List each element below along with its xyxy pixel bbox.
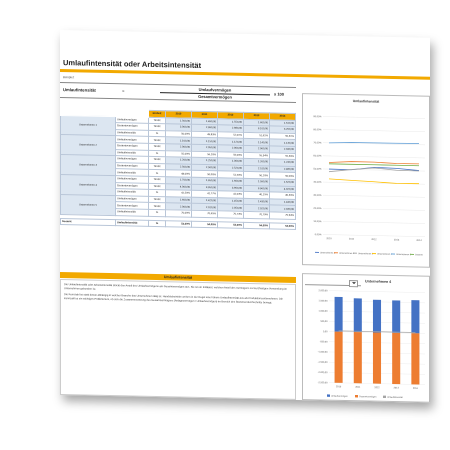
y-tick-label: 2.000,00 <box>319 290 329 292</box>
y-tick-label: 50,00% <box>313 168 322 171</box>
bar-umlaufvermoegen <box>392 300 401 334</box>
x-tick-label: 2014 <box>413 388 419 390</box>
company-name-cell: Unternehmen 3 <box>60 154 116 176</box>
bar-chart: -2.500,00 -2.000,00 -1.500,00 -1.000,00 -500… <box>318 290 425 399</box>
series-line <box>328 166 420 171</box>
legend-swatch <box>383 395 386 399</box>
formula-box: Umlaufintensität = Umlaufvermögen Gesamt… <box>60 82 296 103</box>
series-line <box>328 178 420 185</box>
y-tick-label: 1.500,00 <box>319 300 329 302</box>
gridline <box>323 194 425 198</box>
value-cell: 54,00% <box>165 220 192 228</box>
y-tick-label: 70,00% <box>313 141 322 144</box>
bar-umlaufvermoegen <box>353 298 362 333</box>
value-cell: 54,00% <box>191 220 218 228</box>
x-tick-label: 2013 <box>394 387 400 389</box>
y-tick-label: 500,00 <box>320 321 328 323</box>
company-name-cell: Unternehmen 4 <box>60 174 116 196</box>
y-tick-label: 1.000,00 <box>319 311 329 313</box>
y-tick-label: -2.500,00 <box>318 382 328 384</box>
series-line <box>329 163 419 167</box>
series-line <box>328 142 420 144</box>
x-tick-label: 2010 <box>336 386 342 388</box>
gridline <box>323 221 425 224</box>
gridline <box>329 290 425 293</box>
legend-label: Unternehmen 2 <box>339 252 355 255</box>
bar-chart-panel[interactable]: Unternehmen 4 -2.500,00 -2.000,00 -1.500,0… <box>302 273 430 403</box>
y-tick-label: 10,00% <box>313 220 322 223</box>
legend-label: Unternehmen 5 <box>396 253 412 256</box>
example-label: Beispiel: <box>63 75 75 80</box>
bar-gesamtvermoegen <box>411 333 420 385</box>
company-name-cell: Unternehmen 5 <box>60 194 116 216</box>
gridline <box>323 142 425 146</box>
y-tick-label: 20,00% <box>313 207 322 210</box>
x-tick-label: 2014 <box>416 239 422 242</box>
value-cell: 54,00% <box>269 222 296 230</box>
formula-equals: = <box>122 88 125 94</box>
section-text: Die Umlaufintensität oder Arbeitsintensi… <box>60 279 296 400</box>
bar-gesamtvermoegen <box>392 332 401 385</box>
formula-label: Umlaufintensität <box>63 87 96 93</box>
gridline <box>323 116 425 119</box>
value-cell: 54,00% <box>217 221 244 229</box>
bar-gesamtvermoegen <box>334 331 343 383</box>
y-tick-label: 30,00% <box>313 194 322 197</box>
y-tick-label: 90,00% <box>313 115 322 118</box>
legend-label: Unternehmen 3 <box>358 252 374 255</box>
x-tick-label: 2012 <box>371 238 377 241</box>
y-tick-label: 0,00 <box>323 331 328 333</box>
legend-label: Umlaufintensität <box>387 396 403 399</box>
y-tick-label: -1.500,00 <box>318 362 328 364</box>
series-line-intensitaet <box>338 330 416 333</box>
kpi-cell: Umlaufintensität <box>115 219 149 227</box>
page-title: Umlaufintensität oder Arbeitsintensität <box>63 58 202 70</box>
legend-swatch <box>327 394 330 397</box>
y-tick-label: 40,00% <box>313 181 322 184</box>
section-paragraph: Die Kennzahl ist stark davon abhängig in… <box>64 293 283 305</box>
line-chart: 0,00% 10,00% 20,00% 30,00% 40,00% 50,00% 60,00… <box>313 115 425 257</box>
unit-cell: % <box>148 219 166 227</box>
gridline <box>323 155 425 159</box>
gridline <box>323 129 425 132</box>
y-tick-label: 0,00% <box>315 233 323 236</box>
y-tick-label: -1.000,00 <box>318 352 328 354</box>
legend-label: Unternehmen 1 <box>320 251 336 254</box>
bar-umlaufvermoegen <box>334 296 343 332</box>
company-name-cell: Unternehmen 1 <box>60 115 116 137</box>
x-tick-label: 2010 <box>326 237 332 240</box>
formula-multiplier: x 100 <box>274 91 285 97</box>
legend-swatch <box>355 394 358 398</box>
bar-gesamtvermoegen <box>353 332 362 384</box>
series-line <box>328 161 420 165</box>
bar-umlaufvermoegen <box>411 300 420 334</box>
y-tick-label: -2.000,00 <box>318 372 328 374</box>
x-tick-label: 2012 <box>374 387 380 389</box>
title-underline <box>60 69 430 80</box>
x-tick-label: 2013 <box>394 238 400 241</box>
spreadsheet-page: Umlaufintensität oder Arbeitsintensität … <box>60 30 430 403</box>
legend-label: Umlaufvermögen <box>331 395 348 398</box>
y-tick-label: 80,00% <box>313 128 322 131</box>
x-tick-label: 2011 <box>349 238 355 241</box>
bar-gesamtvermoegen <box>372 332 382 384</box>
formula-denominator: Gesamtvermögen <box>198 93 232 100</box>
x-tick-label: 2011 <box>355 387 361 389</box>
legend-label: Gesamtvermögen <box>359 395 377 398</box>
line-chart-panel[interactable]: Umlaufintensität 0,00% 10,00% 20,00% 30,00%… <box>302 93 430 268</box>
value-cell: 54,00% <box>243 221 270 229</box>
company-name-cell: Unternehmen 2 <box>60 134 116 156</box>
gridline <box>323 208 425 211</box>
y-tick-label: 60,00% <box>313 154 322 157</box>
legend-label: Unternehmen 4 <box>377 253 393 256</box>
total-name-cell: Gesamt <box>60 218 116 226</box>
gridline <box>323 234 425 237</box>
bar-umlaufvermoegen <box>372 299 382 333</box>
data-table: Einheit 2010 2011 2012 2013 2014 Unterne… <box>60 108 296 230</box>
y-tick-label: -500,00 <box>320 341 329 343</box>
series-line <box>328 167 420 173</box>
legend-label: Gesamt <box>415 253 423 256</box>
